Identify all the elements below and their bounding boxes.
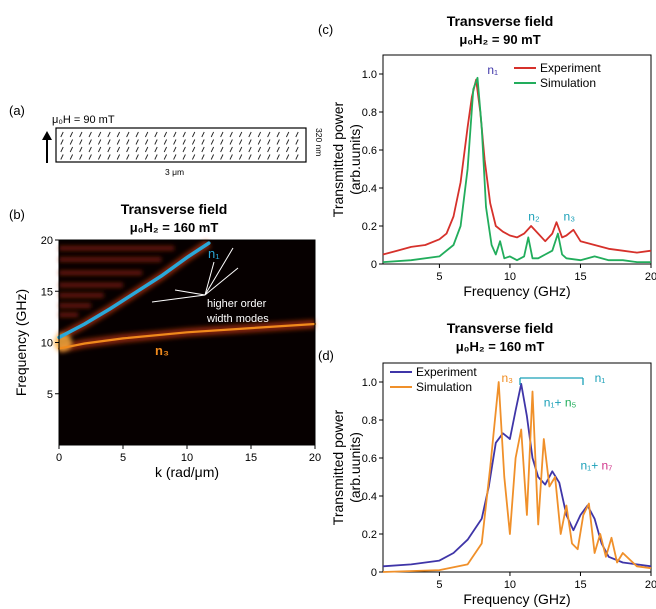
x-tick-label: 5 bbox=[436, 579, 442, 591]
y-axis-label: Transmitted power bbox=[330, 101, 346, 217]
axes-c: 5 10 15 20 0 0.2 0.4 0.6 0.8 1.0 Frequency (GHz) Tr… bbox=[330, 55, 656, 299]
panel-a: (a) μ₀H = 90 mT 3 μm 320 nm bbox=[9, 103, 324, 177]
x-tick-label: 10 bbox=[504, 271, 516, 283]
y-tick-label: 15 bbox=[41, 286, 53, 298]
x-axis-label: Frequency (GHz) bbox=[463, 283, 570, 299]
mode-annotation: n₁+ n₅ bbox=[544, 396, 577, 410]
panel-d-title-line2: μ₀H₂ = 160 mT bbox=[456, 339, 545, 354]
panel-a-field-label: μ₀H = 90 mT bbox=[52, 114, 115, 126]
y-axis-label-units: (arb.uunits) bbox=[347, 124, 363, 195]
y-tick-label: 0.8 bbox=[362, 107, 377, 119]
y-tick-label: 10 bbox=[41, 338, 53, 350]
y-tick-label: 20 bbox=[41, 235, 53, 247]
axes-d: 5 10 15 20 0 0.2 0.4 0.6 0.8 1.0 Frequency (GHz) Tr… bbox=[330, 363, 656, 607]
mode-annotation: n₁+ n₇ bbox=[580, 458, 612, 472]
mode-annotation: n₂ bbox=[528, 209, 540, 223]
panel-c-label: (c) bbox=[318, 22, 333, 37]
panel-a-height-label: 320 nm bbox=[314, 128, 324, 156]
mode-annotation: n₁ bbox=[487, 63, 498, 77]
mode-band bbox=[59, 246, 174, 251]
mode-band bbox=[59, 270, 142, 275]
mode-label-n3-b: n₃ bbox=[155, 343, 169, 358]
x-tick-label: 20 bbox=[645, 579, 656, 591]
mode-annotation: n₁ bbox=[595, 371, 606, 385]
y-tick-label: 0 bbox=[371, 259, 377, 271]
series-line-experiment bbox=[383, 80, 651, 255]
mode-band bbox=[59, 303, 91, 308]
panel-b: (b) Transverse field μ₀H₂ = 160 mT highe… bbox=[9, 201, 321, 480]
plot-lines-d bbox=[383, 382, 651, 572]
y-tick-label: 0.8 bbox=[362, 415, 377, 427]
panel-c-title-line2: μ₀H₂ = 90 mT bbox=[459, 32, 540, 47]
y-tick-label: 0.2 bbox=[362, 529, 377, 541]
x-tick-label: 15 bbox=[574, 271, 586, 283]
legend-c: ExperimentSimulation bbox=[514, 61, 601, 90]
panel-b-title-line2: μ₀H₂ = 160 mT bbox=[130, 220, 219, 235]
panel-d: (d) Transverse field μ₀H₂ = 160 mT 5 10 15… bbox=[318, 320, 656, 607]
x-tick-label: 5 bbox=[436, 271, 442, 283]
x-tick-label: 10 bbox=[181, 452, 193, 464]
y-tick-label: 0 bbox=[371, 567, 377, 579]
plot-lines-c bbox=[383, 78, 651, 262]
x-tick-label: 0 bbox=[56, 452, 62, 464]
legend-label: Simulation bbox=[540, 76, 596, 90]
y-tick-label: 1.0 bbox=[362, 69, 377, 81]
higher-order-text-1: higher order bbox=[207, 298, 267, 310]
panel-a-width-label: 3 μm bbox=[165, 167, 184, 177]
panel-b-title-line1: Transverse field bbox=[121, 201, 228, 217]
panel-d-title-line1: Transverse field bbox=[447, 320, 554, 336]
mode-band bbox=[59, 283, 123, 288]
y-tick-label: 0.2 bbox=[362, 221, 377, 233]
x-tick-label: 15 bbox=[245, 452, 257, 464]
series-line-simulation bbox=[383, 78, 651, 262]
y-axis-label-units: (arb.uunits) bbox=[347, 432, 363, 503]
axes-frame bbox=[383, 55, 651, 264]
mode-band bbox=[59, 293, 104, 298]
mode-annotation: n₃ bbox=[501, 371, 513, 385]
x-tick-label: 15 bbox=[574, 579, 586, 591]
field-arrow bbox=[42, 131, 52, 163]
x-axis-label: Frequency (GHz) bbox=[463, 591, 570, 607]
panel-b-label: (b) bbox=[9, 207, 25, 222]
series-line-simulation bbox=[383, 382, 651, 572]
y-tick-label: 0.4 bbox=[362, 183, 377, 195]
x-tick-label: 20 bbox=[309, 452, 321, 464]
annotations-d: n₃ n₁ n₁+ n₅ n₁+ n₇ bbox=[501, 371, 612, 472]
mode-band bbox=[59, 312, 78, 317]
y-tick-label: 0.6 bbox=[362, 453, 377, 465]
mode-band bbox=[59, 257, 161, 262]
legend-label: Simulation bbox=[416, 380, 472, 394]
legend-label: Experiment bbox=[540, 61, 601, 75]
panel-a-label: (a) bbox=[9, 103, 25, 118]
y-axis-label: Transmitted power bbox=[330, 409, 346, 525]
y-tick-label: 0.6 bbox=[362, 145, 377, 157]
panel-c-title-line1: Transverse field bbox=[447, 13, 554, 29]
legend-label: Experiment bbox=[416, 365, 477, 379]
x-tick-label: 20 bbox=[645, 271, 656, 283]
legend-d: ExperimentSimulation bbox=[390, 365, 477, 394]
x-tick-label: 10 bbox=[504, 579, 516, 591]
higher-order-text-2: width modes bbox=[206, 313, 269, 325]
x-tick-label: 5 bbox=[120, 452, 126, 464]
y-tick-label: 1.0 bbox=[362, 377, 377, 389]
x-axis-label: k (rad/μm) bbox=[155, 464, 219, 480]
panel-d-label: (d) bbox=[318, 348, 334, 363]
mode-annotation: n₃ bbox=[564, 209, 576, 223]
panel-c: (c) Transverse field μ₀H₂ = 90 mT 5 10 15 2… bbox=[318, 13, 656, 299]
y-axis-label: Frequency (GHz) bbox=[13, 289, 29, 396]
y-tick-label: 5 bbox=[47, 389, 53, 401]
y-tick-label: 0.4 bbox=[362, 491, 377, 503]
mode-label-n1-b: n₁ bbox=[208, 246, 220, 261]
